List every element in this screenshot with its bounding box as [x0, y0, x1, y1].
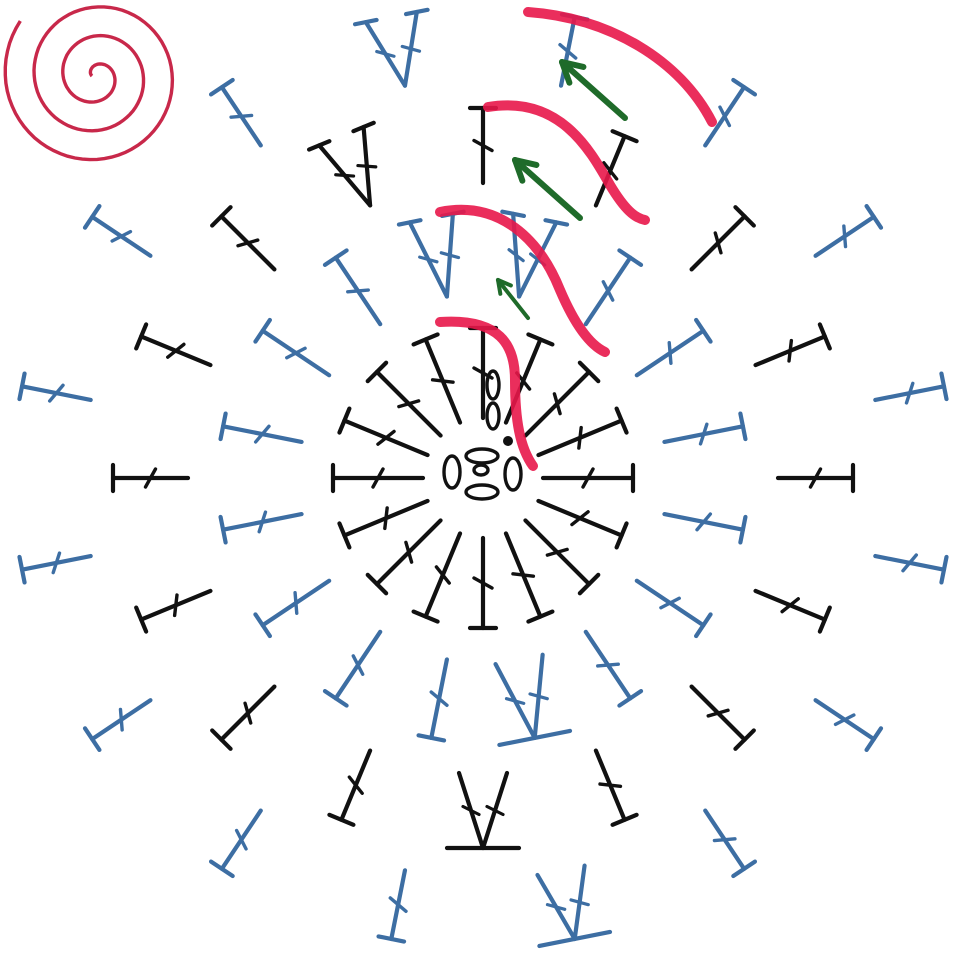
double-crochet-stitch: [467, 535, 499, 631]
double-crochet-stitch: [703, 808, 758, 879]
double-crochet-stitch: [218, 510, 304, 545]
double-crochet-stitch: [322, 629, 383, 708]
direction-arrow: [512, 157, 583, 221]
double-crochet-stitch: [689, 205, 756, 272]
highlight-curve: [435, 204, 610, 357]
chain-stitch-oval: [464, 447, 500, 465]
double-crochet-stitch: [210, 205, 277, 272]
double-crochet-stitch: [634, 317, 713, 378]
double-crochet-stitch: [583, 248, 644, 327]
double-crochet-stitch: [82, 203, 153, 258]
double-crochet-stitch: [82, 698, 153, 753]
double-crochet-stitch: [218, 411, 304, 445]
double-crochet-stitch: [689, 684, 756, 751]
double-crochet-stitch: [536, 498, 629, 550]
double-crochet-stitch: [662, 511, 748, 545]
double-crochet-stitch: [411, 531, 463, 624]
highlight-curve: [435, 316, 538, 471]
direction-arrows: [496, 59, 628, 320]
double-crochet-stitch: [703, 77, 758, 148]
v-increase-stitch: [396, 209, 466, 299]
double-crochet-stitch: [523, 360, 601, 438]
double-crochet-stitch: [17, 551, 93, 585]
double-crochet-stitch: [873, 553, 949, 585]
double-crochet-stitch: [662, 411, 748, 446]
double-crochet-stitch: [753, 322, 832, 368]
chain-stitch-oval: [485, 369, 501, 401]
double-crochet-stitch: [365, 360, 443, 438]
double-crochet-stitch: [365, 518, 443, 596]
highlight-curve: [483, 100, 650, 225]
double-crochet-stitch: [411, 332, 463, 425]
direction-arrow: [496, 278, 530, 320]
a-decrease-stitch: [535, 863, 613, 949]
double-crochet-stitch: [753, 588, 832, 634]
double-crochet-stitch: [775, 462, 856, 494]
chain-stitch-oval: [442, 454, 462, 490]
double-crochet-stitch: [583, 629, 644, 708]
double-crochet-stitch: [253, 317, 332, 378]
chain-stitch-oval: [472, 463, 490, 477]
a-decrease-stitch: [444, 770, 522, 851]
double-crochet-stitch: [17, 371, 93, 403]
double-crochet-stitch: [210, 684, 277, 751]
double-crochet-stitch: [330, 462, 426, 494]
double-crochet-stitch: [503, 531, 555, 624]
v-increase-stitch: [306, 120, 378, 208]
double-crochet-stitch: [873, 371, 949, 405]
double-crochet-stitch: [208, 77, 263, 148]
a-decrease-stitch: [493, 652, 573, 748]
double-crochet-stitch: [337, 406, 430, 458]
spiral-icon: [3, 5, 175, 162]
double-crochet-stitch: [593, 748, 639, 827]
chain-stitch-oval: [464, 483, 500, 501]
direction-arrow: [559, 59, 628, 121]
double-crochet-stitch: [416, 657, 450, 743]
chain-stitch-oval: [503, 456, 523, 492]
double-crochet-stitch: [327, 748, 373, 827]
double-crochet-stitch: [134, 322, 213, 368]
double-crochet-stitch: [376, 868, 408, 944]
v-increase-stitch: [352, 7, 430, 88]
double-crochet-stitch: [337, 498, 430, 550]
double-crochet-stitch: [467, 105, 499, 186]
double-crochet-stitch: [813, 203, 884, 258]
double-crochet-stitch: [813, 698, 884, 753]
double-crochet-stitch: [110, 462, 191, 494]
double-crochet-stitch: [536, 406, 629, 458]
double-crochet-stitch: [208, 808, 263, 879]
chain-stitch-oval: [485, 401, 501, 431]
double-crochet-stitch: [523, 518, 601, 596]
double-crochet-stitch: [540, 462, 636, 494]
slip-stitch-dot: [503, 436, 513, 446]
double-crochet-stitch: [593, 129, 639, 208]
round-join-highlights: [435, 7, 717, 471]
center-ring: [442, 369, 523, 501]
double-crochet-stitch: [134, 588, 213, 634]
double-crochet-stitch: [322, 248, 383, 327]
double-crochet-stitch: [634, 578, 713, 639]
double-crochet-stitch: [253, 578, 332, 639]
highlight-curve: [523, 7, 717, 127]
